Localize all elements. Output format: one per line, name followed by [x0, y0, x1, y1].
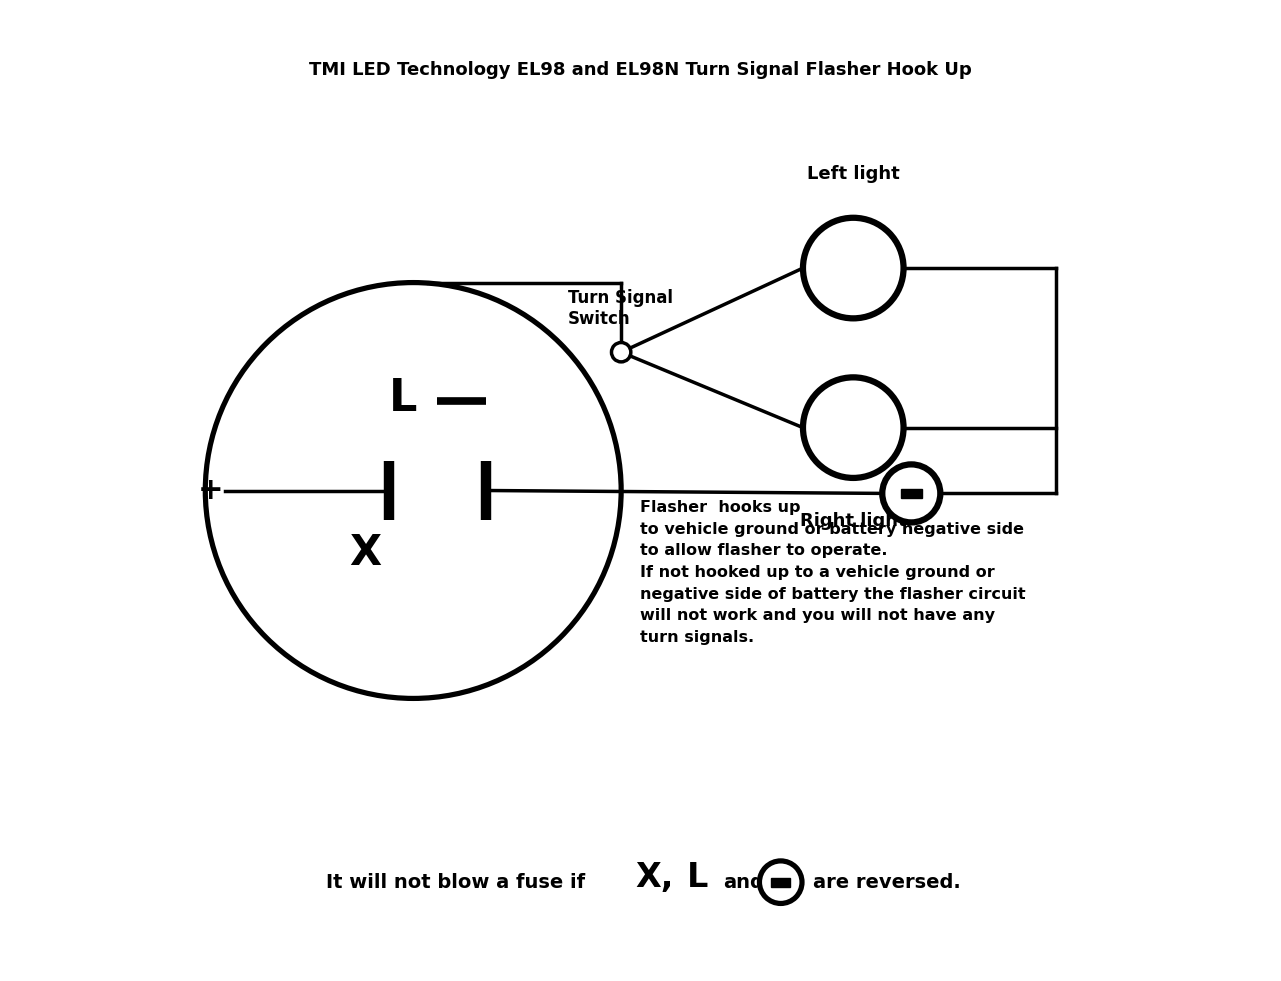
Text: Right light: Right light [799, 512, 907, 531]
Text: Left light: Left light [807, 165, 899, 183]
Circle shape [883, 464, 940, 523]
Text: L: L [687, 861, 708, 894]
Circle shape [803, 378, 903, 478]
FancyBboxPatch shape [901, 489, 922, 498]
Text: X,: X, [635, 861, 674, 894]
Text: are reversed.: are reversed. [812, 873, 961, 892]
Text: L: L [389, 377, 418, 420]
Text: and: and [722, 873, 763, 892]
FancyBboxPatch shape [771, 878, 790, 887]
Circle shape [803, 218, 903, 319]
Text: It will not blow a fuse if: It will not blow a fuse if [327, 873, 585, 892]
Text: X: X [348, 533, 380, 574]
Circle shape [760, 861, 802, 904]
Text: Flasher  hooks up
to vehicle ground or battery negative side
to allow flasher to: Flasher hooks up to vehicle ground or ba… [640, 500, 1026, 645]
Text: Turn Signal
Switch: Turn Signal Switch [567, 289, 673, 328]
Circle shape [611, 342, 630, 362]
Text: +: + [197, 476, 223, 505]
Text: TMI LED Technology EL98 and EL98N Turn Signal Flasher Hook Up: TMI LED Technology EL98 and EL98N Turn S… [309, 61, 972, 78]
